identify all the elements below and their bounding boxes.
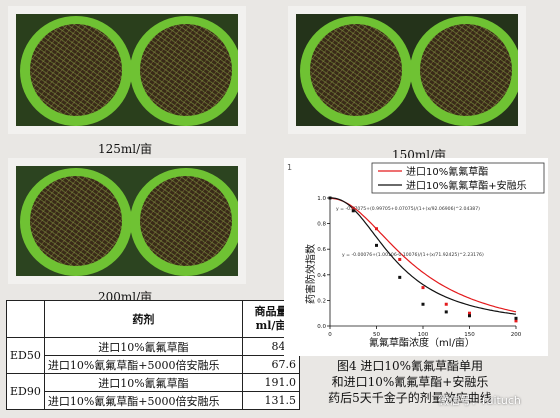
series-1-point <box>444 302 448 306</box>
legend-label-2: 进口10%氰氟草酯+安融乐 <box>406 179 527 192</box>
chart-corner-marker: 1 <box>287 163 292 172</box>
chart-svg: 1 0 50 100 150 200 0.0 0.2 0.4 0.6 0.8 1.0 y = -0.… <box>287 162 545 349</box>
bucket-soil-left <box>30 24 122 116</box>
table-cell-drug: 进口10%氰氟草酯 <box>43 373 244 392</box>
table-cell-value: 131.5 <box>242 391 300 410</box>
table-group-ed90: ED90 <box>6 373 45 410</box>
x-tick-label: 200 <box>511 332 522 338</box>
photo-200ml <box>8 158 246 284</box>
table-cell-drug: 进口10%氰氟草酯 <box>43 337 244 356</box>
legend-label-1: 进口10%氰氟草酯 <box>406 165 488 178</box>
series-2-point <box>514 316 518 320</box>
bucket-soil-left <box>30 176 122 266</box>
photo-150ml <box>288 6 526 134</box>
caption-line-1: 图4 进口10%氰氟草酯单用 <box>336 359 484 373</box>
caption-line-2: 和进口10%氰氟草酯+安融乐 <box>331 375 489 389</box>
chart-axes: 0 50 100 150 200 0.0 0.2 0.4 0.6 0.8 1.0 <box>317 196 521 338</box>
series-1-point <box>351 206 355 210</box>
y-tick-label: 1.0 <box>317 196 326 202</box>
table-row: ED50 进口10%氰氟草酯 84.3 <box>6 337 300 374</box>
series-2-point <box>468 314 471 318</box>
x-tick-label: 150 <box>464 332 475 338</box>
y-tick-label: 0.6 <box>317 247 326 253</box>
equation-1: y = -0.07075+(0.99705+0.07075)/(1+(x/92.… <box>336 206 480 212</box>
series-2-point <box>421 302 425 306</box>
chart-curves <box>330 197 517 315</box>
bucket-soil-right <box>140 24 232 116</box>
ed-table: 药剂 商品量 ml/亩 ED50 进口10%氰氟草酯 84.3 进口10%氰氟草… <box>6 300 300 410</box>
chart-legend: 进口10%氰氟草酯 进口10%氰氟草酯+安融乐 <box>371 162 545 194</box>
series-1-point <box>514 319 518 323</box>
watermark: 微信号：ruituch <box>438 394 521 407</box>
series-2-point <box>375 243 378 247</box>
series-2-point <box>444 310 448 314</box>
x-tick-label: 0 <box>328 332 332 338</box>
y-tick-label: 0.0 <box>317 324 326 330</box>
table-row: 进口10%氰氟草酯+5000倍安融乐 131.5 <box>7 391 300 410</box>
bucket-soil-right <box>140 176 232 266</box>
y-tick-label: 0.4 <box>317 273 326 279</box>
table-row: ED90 进口10%氰氟草酯 191.0 <box>6 373 300 410</box>
table-cell-drug: 进口10%氰氟草酯+5000倍安融乐 <box>43 391 244 410</box>
series-2-point <box>351 209 355 213</box>
bucket-soil-left <box>310 24 402 116</box>
series-1-point <box>398 257 402 261</box>
y-tick-label: 0.8 <box>317 222 326 228</box>
series-2-point <box>328 196 332 200</box>
dose-response-chart: 1 0 50 100 150 200 0.0 0.2 0.4 0.6 0.8 1.0 y = -0.… <box>284 158 548 356</box>
table-cell-drug: 进口10%氰氟草酯+5000倍安融乐 <box>43 355 244 374</box>
photo-label-125: 125ml/亩 <box>98 142 153 156</box>
figure-caption: 图4 进口10%氰氟草酯单用 和进口10%氰氟草酯+安融乐 药后5天千金子的剂量… <box>300 358 520 406</box>
caption-line-3: 药后5天千金子的剂量效应曲线 <box>328 391 492 405</box>
series-2-point <box>398 275 402 279</box>
y-tick-label: 0.2 <box>317 298 326 304</box>
series-1-point <box>468 311 471 315</box>
series-1-point <box>375 227 378 231</box>
table-group-ed50: ED50 <box>6 337 45 374</box>
table-header-blank <box>6 300 45 338</box>
x-tick-label: 100 <box>418 332 429 338</box>
series-1-point <box>421 286 425 290</box>
table-row: 进口10%氰氟草酯+5000倍安融乐 67.6 <box>7 355 300 374</box>
photo-125ml <box>8 6 246 134</box>
x-tick-label: 50 <box>373 332 380 338</box>
table-cell-value: 191.0 <box>242 373 300 392</box>
bucket-soil-right <box>420 24 512 116</box>
series-curve-1 <box>330 197 517 313</box>
y-axis-label: 药害防效指数 <box>304 244 317 304</box>
x-axis-label: 氰氟草酯浓度（ml/亩） <box>369 336 475 349</box>
table-cell-value: 67.6 <box>242 355 300 374</box>
chart-points <box>328 196 518 323</box>
series-curve-2 <box>330 197 517 315</box>
table-header-drug: 药剂 <box>43 300 244 338</box>
equation-2: y = -0.00076+(1.00106-0.10076)/(1+(x/71.… <box>342 252 484 258</box>
legend-box <box>371 162 545 194</box>
table-header-row: 药剂 商品量 ml/亩 <box>6 300 300 338</box>
